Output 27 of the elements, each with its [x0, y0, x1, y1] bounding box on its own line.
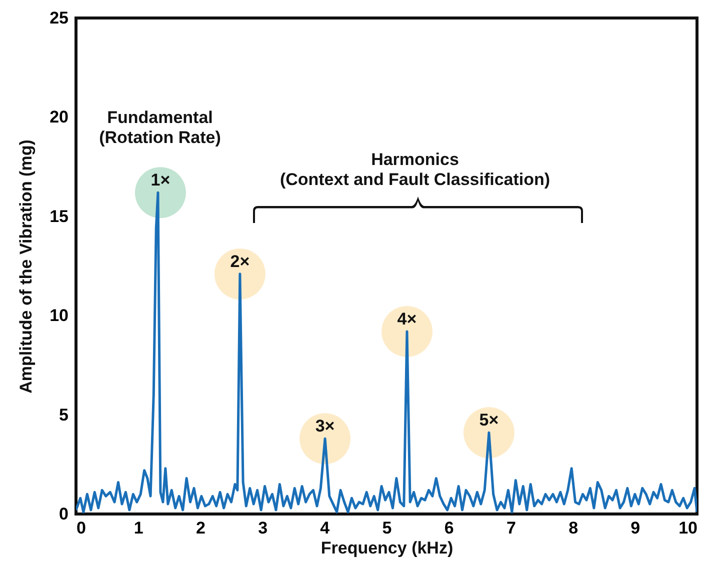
line-series: [76, 191, 697, 514]
x-tick-label: 7: [506, 518, 516, 538]
x-tick-label: 0: [76, 518, 86, 538]
y-tick-label: 25: [50, 8, 68, 28]
x-tick-label: 4: [320, 518, 330, 538]
annotation: 1×: [150, 170, 170, 190]
annotation: 5×: [479, 410, 499, 430]
x-tick-label: 5: [382, 518, 392, 538]
y-tick-label: 5: [59, 405, 68, 424]
y-axis-title: Amplitude of the Vibration (mg): [16, 140, 36, 394]
x-tick-label: 3: [258, 518, 268, 538]
x-tick-label: 2: [196, 518, 206, 538]
annotation: Harmonics (Context and Fault Classification): [280, 150, 550, 189]
x-tick-label: 1: [134, 518, 144, 538]
annotation: 4×: [397, 309, 417, 328]
y-tick-label: 20: [50, 108, 68, 127]
y-tick-label: 0: [59, 504, 68, 524]
annotation: 3×: [315, 416, 335, 436]
x-tick-label: 10: [678, 518, 698, 538]
x-tick-label: 9: [630, 518, 640, 538]
y-tick-label: 15: [50, 206, 68, 226]
annotation: 2×: [230, 252, 250, 271]
annotation: Fundamental (Rotation Rate): [99, 108, 221, 147]
y-tick-label: 10: [50, 306, 68, 326]
x-axis-title: Frequency (kHz): [320, 538, 454, 558]
x-tick-label: 8: [568, 518, 578, 538]
x-tick-label: 6: [444, 518, 454, 538]
